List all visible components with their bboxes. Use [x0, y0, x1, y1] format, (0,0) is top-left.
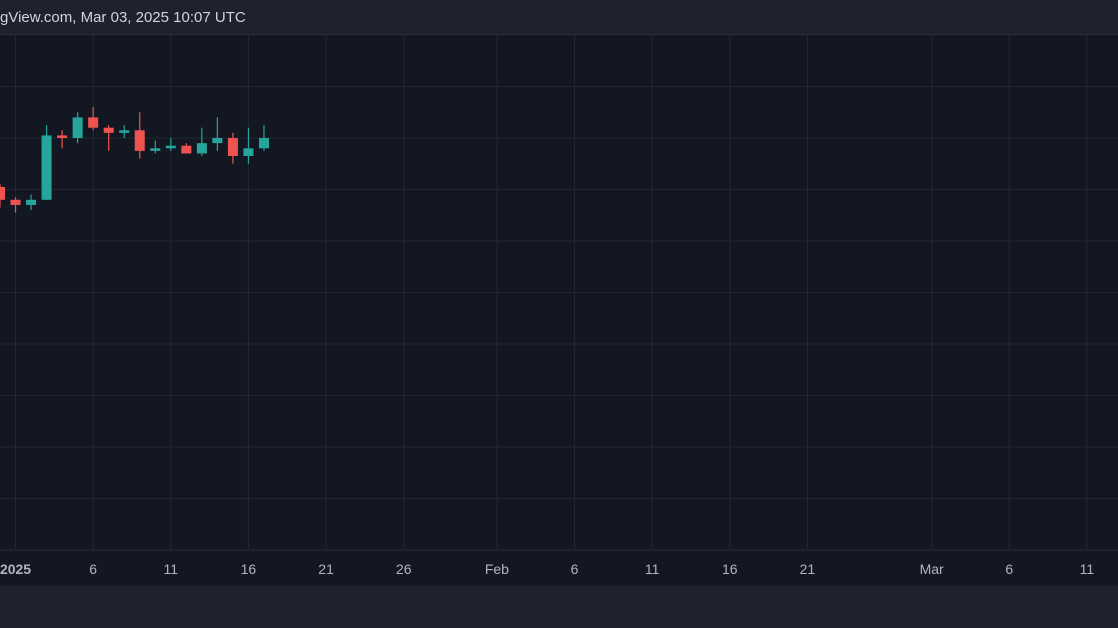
candle: [41, 125, 52, 200]
grid-lines: [0, 35, 1118, 550]
candle-body: [165, 145, 176, 149]
candle: [72, 112, 83, 144]
candlestick-chart[interactable]: 2025 6 11 16 21 26 Feb 6 11 16 21 Mar 6 11: [0, 35, 1118, 586]
candle-body: [119, 130, 130, 133]
candle: [196, 127, 207, 157]
x-axis: 2025 6 11 16 21 26 Feb 6 11 16 21 Mar 6 11: [0, 549, 1118, 577]
x-tick-label: Feb: [485, 561, 509, 577]
candle: [26, 194, 37, 211]
candle: [181, 143, 192, 154]
candle-body: [26, 199, 37, 205]
candle-body: [72, 117, 83, 138]
x-tick-label: 2025: [0, 561, 31, 577]
candle: [134, 112, 145, 159]
candle: [57, 130, 68, 149]
x-tick-label: 21: [318, 561, 334, 577]
candle: [258, 125, 269, 151]
x-tick-label: 6: [571, 561, 579, 577]
footer-bar: [0, 586, 1118, 628]
candle: [227, 132, 238, 164]
candle-body: [103, 127, 114, 133]
candle-body: [258, 138, 269, 149]
candle: [212, 117, 223, 151]
candle-body: [150, 148, 161, 151]
candle: [103, 125, 114, 151]
candle-body: [41, 135, 52, 200]
candle: [10, 197, 21, 213]
attribution-text: gView.com, Mar 03, 2025 10:07 UTC: [0, 9, 246, 26]
x-tick-label: 11: [645, 561, 660, 577]
candle-body: [243, 148, 254, 157]
candle-body: [10, 199, 21, 205]
candle-body: [227, 138, 238, 157]
candle-body: [134, 130, 145, 151]
candle-body: [57, 135, 68, 138]
candle: [150, 140, 161, 154]
x-tick-label: 6: [89, 561, 97, 577]
x-tick-label: 11: [1080, 561, 1095, 577]
header-bar: gView.com, Mar 03, 2025 10:07 UTC: [0, 0, 1118, 35]
candle: [165, 138, 176, 151]
x-tick-label: 16: [722, 561, 738, 577]
x-tick-label: 16: [241, 561, 257, 577]
candle-body: [0, 186, 5, 200]
x-tick-label: 21: [800, 561, 816, 577]
candle: [119, 125, 130, 138]
candle-body: [196, 143, 207, 154]
candle: [243, 127, 254, 164]
x-tick-label: 11: [164, 561, 179, 577]
x-tick-label: 6: [1005, 561, 1013, 577]
candles-layer: [0, 107, 269, 213]
candle-body: [88, 117, 99, 128]
x-tick-label: Mar: [920, 561, 944, 577]
candle-body: [212, 138, 223, 144]
x-tick-label: 26: [396, 561, 412, 577]
candle: [88, 107, 99, 131]
candle: [0, 184, 5, 208]
candle-body: [181, 145, 192, 154]
